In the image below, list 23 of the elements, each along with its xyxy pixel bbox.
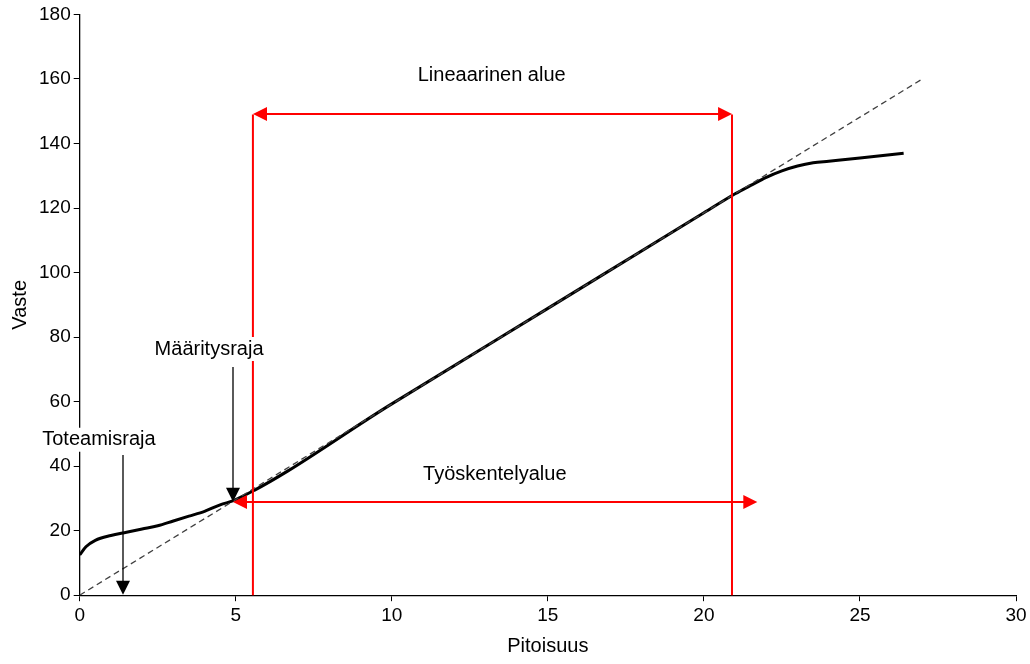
x-tick-label: 10 <box>381 603 403 625</box>
y-tick-label: 20 <box>49 518 71 540</box>
y-tick-label: 160 <box>39 67 71 89</box>
annotation: Lineaarinen alue <box>417 63 566 86</box>
x-tick-label: 5 <box>230 603 242 625</box>
y-tick-label: 40 <box>49 454 71 476</box>
y-tick-label: 80 <box>49 325 71 347</box>
y-tick-label: 140 <box>39 131 71 153</box>
annotation: Määritysraja <box>154 336 265 359</box>
y-tick-label: 120 <box>39 196 71 218</box>
x-tick-label: 25 <box>849 603 871 625</box>
y-tick-label: 60 <box>49 389 71 411</box>
x-axis-title: Pitoisuus <box>507 633 589 656</box>
x-tick-label: 15 <box>537 603 559 625</box>
y-tick-label: 0 <box>60 583 71 605</box>
x-tick-label: 20 <box>693 603 715 625</box>
x-tick-label: 30 <box>1005 603 1027 625</box>
y-tick-label: 180 <box>39 2 71 24</box>
annotation: Toteamisraja <box>42 427 157 450</box>
annotation: Työskentelyalue <box>423 461 567 484</box>
y-axis-title: Vaste <box>7 279 30 330</box>
x-tick-label: 0 <box>74 603 85 625</box>
y-tick-label: 100 <box>39 260 71 282</box>
